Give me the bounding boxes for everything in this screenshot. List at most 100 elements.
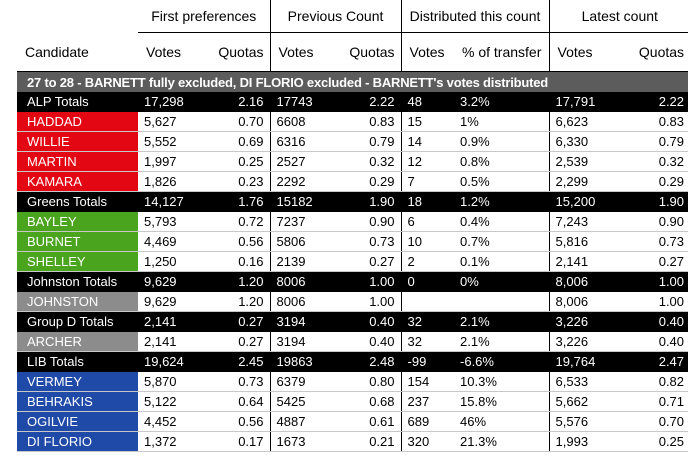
candidate-row: HADDAD 5,627 0.70 6608 0.83 15 1% 6,623 0.83 bbox=[17, 111, 688, 132]
sub-header-quotas: Quotas bbox=[349, 44, 395, 60]
percent-transfer-cell: 0.8% bbox=[454, 151, 550, 172]
candidate-row: OGILVIE 4,452 0.56 4887 0.61 689 46% 5,576 0.70 bbox=[17, 411, 688, 432]
distributed-votes-cell: 237 bbox=[400, 391, 455, 412]
latest-votes-cell: 17,791 bbox=[548, 92, 608, 112]
latest-quotas-cell: 0.83 bbox=[607, 111, 688, 132]
first-pref-votes-cell: 19,624 bbox=[138, 351, 196, 372]
first-pref-votes-cell: 4,469 bbox=[138, 231, 196, 252]
sub-header-votes: Votes bbox=[400, 32, 455, 72]
distributed-votes-cell: 32 bbox=[400, 331, 455, 352]
distributed-votes-cell: 320 bbox=[400, 431, 455, 452]
candidate-name: BAYLEY bbox=[17, 211, 138, 232]
latest-quotas-cell: 0.27 bbox=[607, 251, 688, 272]
previous-quotas-cell: 0.40 bbox=[330, 331, 402, 352]
distributed-votes-cell: 14 bbox=[400, 131, 455, 152]
previous-votes-cell: 5425 bbox=[269, 391, 331, 412]
distributed-votes-cell: 6 bbox=[400, 211, 455, 232]
party-total-name: Greens Totals bbox=[17, 191, 138, 212]
percent-transfer-cell: 0.9% bbox=[454, 131, 550, 152]
first-pref-votes-cell: 1,372 bbox=[138, 431, 196, 452]
first-pref-quotas-cell: 0.16 bbox=[196, 251, 271, 272]
first-pref-quotas-cell: 1.20 bbox=[196, 271, 271, 292]
previous-votes-cell: 3194 bbox=[269, 311, 331, 332]
distributed-votes-cell: 0 bbox=[400, 271, 455, 292]
party-total-name: LIB Totals bbox=[17, 351, 138, 372]
percent-transfer-cell bbox=[454, 291, 550, 312]
candidate-name: MARTIN bbox=[17, 151, 138, 172]
candidate-row: MARTIN 1,997 0.25 2527 0.32 12 0.8% 2,539 0.32 bbox=[17, 151, 688, 172]
candidate-name: BEHRAKIS bbox=[17, 391, 138, 412]
first-pref-votes-cell: 9,629 bbox=[138, 291, 196, 312]
percent-transfer-cell: 0% bbox=[454, 271, 550, 292]
percent-transfer-cell: 2.1% bbox=[454, 311, 550, 332]
first-pref-votes-cell: 14,127 bbox=[138, 191, 196, 212]
previous-quotas-cell: 1.90 bbox=[330, 191, 402, 212]
group-previous-count: Previous Count bbox=[269, 0, 402, 33]
previous-votes-cell: 8006 bbox=[269, 271, 331, 292]
previous-votes-cell: 8006 bbox=[269, 291, 331, 312]
previous-quotas-cell: 2.48 bbox=[330, 351, 402, 372]
candidate-row: BURNET 4,469 0.56 5806 0.73 10 0.7% 5,816 0.73 bbox=[17, 231, 688, 252]
latest-quotas-cell: 0.40 bbox=[607, 311, 688, 332]
first-pref-quotas-cell: 0.17 bbox=[196, 431, 271, 452]
distributed-votes-cell: 689 bbox=[400, 411, 455, 432]
latest-quotas-cell: 2.47 bbox=[607, 351, 688, 372]
previous-votes-cell: 19863 bbox=[269, 351, 331, 372]
party-total-name: ALP Totals bbox=[17, 92, 138, 112]
first-pref-votes-cell: 5,122 bbox=[138, 391, 196, 412]
percent-transfer-cell: -6.6% bbox=[454, 351, 550, 372]
sub-header-votes: Votes bbox=[146, 44, 182, 60]
candidate-row: DI FLORIO 1,372 0.17 1673 0.21 320 21.3% 1,993 0… bbox=[17, 431, 688, 452]
previous-votes-cell: 6608 bbox=[269, 111, 331, 132]
previous-quotas-cell: 0.27 bbox=[330, 251, 402, 272]
sub-header-quotas: Quotas bbox=[218, 44, 264, 60]
latest-votes-cell: 2,299 bbox=[548, 171, 608, 192]
distributed-votes-cell: 15 bbox=[400, 111, 455, 132]
candidate-name: KAMARA bbox=[17, 171, 138, 192]
first-pref-quotas-cell: 1.76 bbox=[196, 191, 271, 212]
group-header-blank bbox=[17, 0, 138, 33]
distributed-votes-cell: 32 bbox=[400, 311, 455, 332]
party-total-row: ALP Totals 17,298 2.16 17743 2.22 48 3.2% 17,79… bbox=[17, 92, 688, 112]
sub-header-votes: Votes bbox=[269, 32, 331, 72]
percent-transfer-cell: 2.1% bbox=[454, 331, 550, 352]
first-pref-votes-cell: 17,298 bbox=[138, 92, 196, 112]
sub-header-votes: Votes bbox=[548, 32, 608, 72]
party-total-name: Johnston Totals bbox=[17, 271, 138, 292]
latest-votes-cell: 5,576 bbox=[548, 411, 608, 432]
count-banner-text: 27 to 28 - BARNETT fully excluded, DI FL… bbox=[17, 71, 688, 92]
previous-quotas-cell: 0.21 bbox=[330, 431, 402, 452]
previous-votes-cell: 2139 bbox=[269, 251, 331, 272]
results-table: First preferences Previous Count Distrib… bbox=[17, 0, 688, 452]
previous-votes-cell: 7237 bbox=[269, 211, 331, 232]
latest-votes-cell: 3,226 bbox=[548, 331, 608, 352]
first-pref-quotas-cell: 0.64 bbox=[196, 391, 271, 412]
latest-quotas-cell: 0.82 bbox=[607, 371, 688, 392]
party-total-row: Group D Totals 2,141 0.27 3194 0.40 32 2.1% 3,2… bbox=[17, 311, 688, 332]
party-total-name: Group D Totals bbox=[17, 311, 138, 332]
previous-quotas-cell: 0.83 bbox=[330, 111, 402, 132]
first-pref-votes-cell: 1,250 bbox=[138, 251, 196, 272]
previous-quotas-cell: 1.00 bbox=[330, 271, 402, 292]
latest-votes-cell: 5,816 bbox=[548, 231, 608, 252]
first-pref-quotas-cell: 2.16 bbox=[196, 92, 271, 112]
percent-transfer-cell: 21.3% bbox=[454, 431, 550, 452]
first-pref-quotas-cell: 0.25 bbox=[196, 151, 271, 172]
latest-votes-cell: 2,141 bbox=[548, 251, 608, 272]
previous-votes-cell: 3194 bbox=[269, 331, 331, 352]
distributed-votes-cell: 48 bbox=[400, 92, 455, 112]
previous-votes-cell: 1673 bbox=[269, 431, 331, 452]
sub-header-row: Candidate Votes Quotas Votes Quotas Vote… bbox=[17, 32, 688, 72]
first-pref-quotas-cell: 0.70 bbox=[196, 111, 271, 132]
percent-transfer-cell: 10.3% bbox=[454, 371, 550, 392]
candidate-name: WILLIE bbox=[17, 131, 138, 152]
latest-quotas-cell: 0.29 bbox=[607, 171, 688, 192]
first-pref-quotas-cell: 0.73 bbox=[196, 371, 271, 392]
first-pref-votes-cell: 5,793 bbox=[138, 211, 196, 232]
latest-quotas-cell: 2.22 bbox=[607, 92, 688, 112]
group-first-preferences: First preferences bbox=[138, 0, 271, 33]
first-pref-votes-cell: 5,552 bbox=[138, 131, 196, 152]
candidate-row: VERMEY 5,870 0.73 6379 0.80 154 10.3% 6,533 0.82 bbox=[17, 371, 688, 392]
latest-votes-cell: 1,993 bbox=[548, 431, 608, 452]
first-pref-votes-cell: 2,141 bbox=[138, 331, 196, 352]
